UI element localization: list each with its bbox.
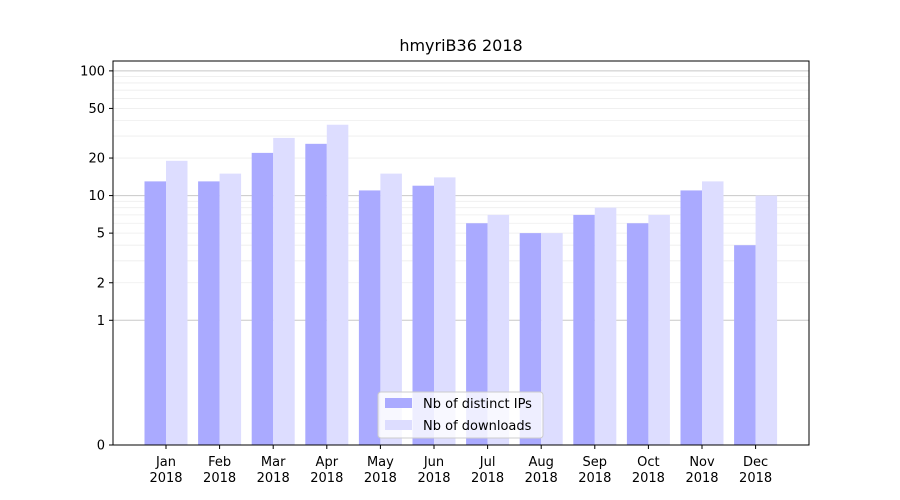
y-tick-label: 20 bbox=[88, 152, 105, 167]
x-tick-label: Mar 2018 bbox=[257, 455, 290, 486]
x-tick-label: May 2018 bbox=[364, 455, 397, 486]
bar-downloads bbox=[648, 214, 670, 445]
x-tick-label: Jun 2018 bbox=[417, 455, 450, 486]
y-tick-label: 1 bbox=[97, 314, 105, 329]
legend: Nb of distinct IPs Nb of downloads bbox=[377, 391, 544, 439]
chart-title: hmyriB36 2018 bbox=[399, 36, 522, 55]
y-tick-label: 2 bbox=[97, 276, 105, 291]
bar-distinct-ips bbox=[573, 214, 595, 445]
plot-frame bbox=[112, 60, 810, 446]
bar-downloads bbox=[273, 137, 295, 446]
bar-downloads bbox=[487, 214, 510, 445]
x-tick-label: Aug 2018 bbox=[525, 455, 558, 486]
bar-downloads bbox=[326, 124, 349, 445]
x-tick-label: Sep 2018 bbox=[578, 455, 611, 486]
bar-downloads bbox=[541, 233, 563, 445]
x-tick-label: Dec 2018 bbox=[739, 455, 772, 486]
bar-downloads bbox=[702, 181, 724, 445]
bar-distinct-ips bbox=[144, 181, 166, 445]
y-tick-label: 0 bbox=[97, 439, 105, 454]
legend-swatch-downloads bbox=[385, 420, 412, 430]
bar-downloads bbox=[434, 177, 456, 445]
legend-frame bbox=[377, 391, 544, 439]
x-tick-label: Feb 2018 bbox=[203, 455, 236, 486]
bar-distinct-ips bbox=[358, 190, 381, 445]
bar-downloads bbox=[755, 195, 778, 445]
bars bbox=[144, 124, 778, 446]
bar-distinct-ips bbox=[626, 223, 649, 445]
bar-distinct-ips bbox=[251, 152, 274, 445]
bar-distinct-ips bbox=[198, 181, 220, 445]
bar-distinct-ips bbox=[734, 245, 756, 445]
bar-downloads bbox=[380, 173, 402, 445]
bar-distinct-ips bbox=[412, 185, 434, 445]
legend-swatch-ips bbox=[385, 398, 412, 408]
x-axis: Jan 2018 Feb 2018 Mar 2018 Apr 2018 May 2018 Jun 20… bbox=[149, 445, 772, 486]
legend-label-downloads: Nb of downloads bbox=[423, 419, 532, 434]
bar-distinct-ips bbox=[305, 143, 327, 446]
bar-distinct-ips bbox=[466, 223, 488, 445]
y-tick-label: 100 bbox=[80, 64, 105, 79]
bar-downloads bbox=[219, 173, 242, 445]
x-tick-label: Nov 2018 bbox=[685, 455, 718, 486]
x-tick-label: Jul 2018 bbox=[471, 455, 504, 486]
y-tick-label: 50 bbox=[88, 102, 105, 117]
x-tick-label: Apr 2018 bbox=[310, 455, 343, 486]
bar-distinct-ips bbox=[680, 190, 702, 445]
y-axis: 0 1 2 5 10 20 50 100 bbox=[80, 64, 113, 454]
x-tick-label: Oct 2018 bbox=[632, 455, 665, 486]
x-tick-label: Jan 2018 bbox=[149, 455, 182, 486]
bar-downloads bbox=[594, 207, 617, 445]
y-tick-label: 5 bbox=[97, 227, 105, 242]
bar-downloads bbox=[166, 160, 188, 445]
legend-label-ips: Nb of distinct IPs bbox=[423, 397, 532, 412]
y-tick-label: 10 bbox=[88, 189, 105, 204]
